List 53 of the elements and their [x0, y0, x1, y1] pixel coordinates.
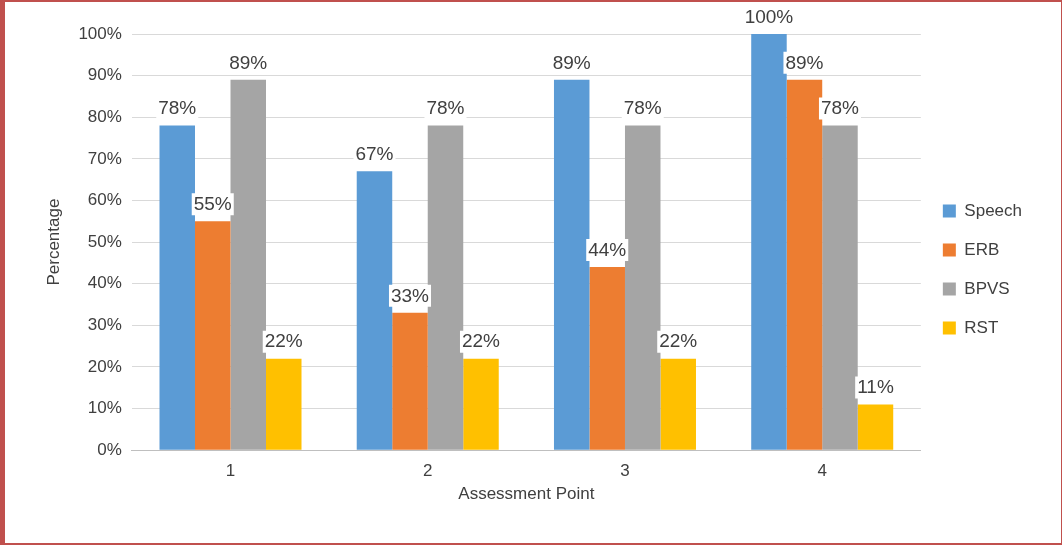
bar [427, 125, 464, 450]
x-tick-label: 1 [225, 461, 236, 481]
bar [624, 125, 661, 450]
y-tick-label: 80% [87, 106, 122, 126]
data-label: 78% [158, 97, 197, 119]
x-tick-label: 4 [817, 461, 827, 481]
bar [589, 267, 625, 450]
data-label: 44% [588, 238, 627, 260]
data-label: 11% [857, 376, 894, 398]
data-label: 22% [659, 330, 698, 352]
data-label: 89% [229, 51, 268, 73]
y-tick-label: 90% [87, 65, 122, 85]
x-tick-label: 2 [423, 461, 433, 481]
data-label: 89% [785, 51, 824, 73]
bar [660, 358, 696, 450]
y-tick-label: 100% [78, 23, 122, 43]
y-tick-label: 60% [87, 190, 122, 210]
bar [356, 171, 393, 450]
data-label: 78% [426, 97, 465, 119]
data-label: 55% [193, 193, 232, 215]
y-tick-label: 70% [87, 148, 122, 168]
data-label: 78% [623, 97, 662, 119]
bar [463, 358, 499, 450]
data-label: 33% [390, 284, 430, 306]
y-tick-label: 20% [87, 356, 122, 376]
bar [857, 404, 894, 450]
legend-label: ERB [964, 239, 1000, 259]
bar [786, 79, 823, 450]
x-tick-label: 3 [620, 461, 630, 481]
data-label: 78% [820, 97, 860, 119]
bar [195, 221, 231, 450]
y-tick-label: 50% [87, 231, 122, 251]
legend-label: Speech [964, 200, 1023, 220]
bar [266, 358, 302, 450]
bar [751, 34, 787, 450]
legend-label: RST [964, 317, 999, 337]
data-label: 22% [461, 330, 501, 352]
bar [822, 125, 858, 450]
bar [553, 79, 590, 450]
data-label: 22% [264, 330, 303, 352]
data-label: 100% [744, 5, 794, 27]
y-tick-label: 30% [87, 315, 122, 335]
bar [159, 125, 195, 450]
bar [230, 79, 266, 450]
y-axis-title: Percentage [43, 198, 63, 286]
y-tick-label: 0% [97, 439, 122, 459]
bar [392, 312, 428, 450]
data-label: 67% [355, 143, 394, 165]
legend-label: BPVS [964, 278, 1010, 298]
y-tick-label: 10% [87, 398, 122, 418]
data-label: 89% [552, 51, 591, 73]
y-tick-label: 40% [87, 273, 122, 293]
x-axis-title: Assessment Point [458, 484, 595, 504]
